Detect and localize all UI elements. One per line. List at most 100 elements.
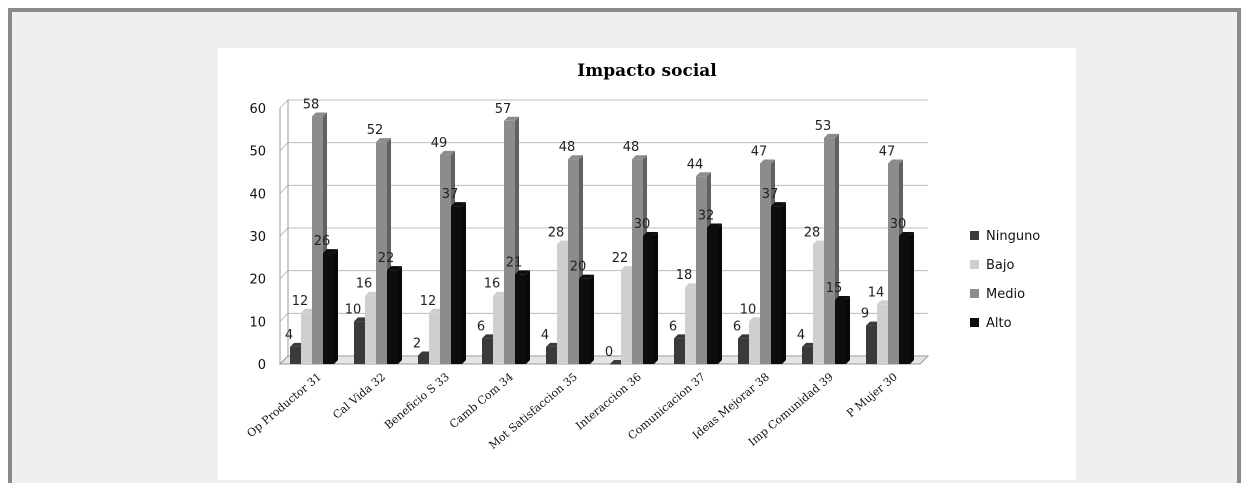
data-label: 37 [442,187,459,202]
y-tick-label: 40 [249,187,266,202]
bar-top [515,270,530,275]
gridline-side [279,227,289,237]
bar-bajo [813,244,824,364]
bar-top [835,296,850,300]
bar-alto [323,253,334,364]
legend-swatch-alto [970,318,979,327]
data-label: 53 [815,119,832,134]
legend-label: Medio [986,287,1025,302]
data-label: 57 [495,102,512,117]
data-label: 22 [378,251,395,266]
bar-alto [835,300,846,364]
bar-top [568,155,583,160]
bar-medio [312,116,323,365]
bar-bajo [301,312,312,364]
bar-bajo [365,295,376,364]
bar-top [707,223,722,228]
x-tick-label: Camb Com 34 [447,370,516,431]
x-tick-label: Op Productor 31 [244,370,324,440]
gridline-side [279,142,289,152]
bar-top [824,133,839,138]
bar-ninguno [802,346,813,364]
bar-alto [707,227,718,364]
legend-swatch-medio [970,289,979,298]
bar-top [440,150,455,155]
legend-label: Ninguno [986,229,1040,244]
bar-alto [387,270,398,364]
data-label: 48 [559,140,576,155]
bar-alto [899,236,910,364]
bar-ninguno [354,321,365,364]
x-tick-label: Interaccion 36 [573,370,644,432]
bar-ninguno [674,338,685,364]
legend-label: Alto [986,316,1012,331]
bar-top [760,159,775,164]
x-tick-label: Beneficio S 33 [382,370,452,432]
x-tick-label: Cal Vida 32 [330,370,388,421]
data-label: 32 [698,208,715,223]
bar-side [526,270,530,364]
data-label: 0 [605,345,613,360]
bar-top [643,232,658,236]
bar-side [910,232,914,364]
data-label: 44 [687,157,704,172]
bar-ninguno [482,338,493,364]
bar-top [387,266,402,271]
chart-title: Impacto social [577,61,717,81]
data-label: 26 [314,234,331,249]
bar-top [376,138,391,143]
data-label: 9 [861,307,869,322]
data-label: 52 [367,123,384,138]
gridline-side [279,99,289,109]
bar-top [579,274,594,279]
data-label: 16 [356,277,373,292]
bar-bajo [749,321,760,364]
bar-top [696,172,711,177]
bar-side [654,232,658,364]
bar-top [632,155,647,160]
data-label: 14 [868,285,885,300]
bar-top [899,232,914,236]
data-label: 49 [431,136,448,151]
data-label: 16 [484,277,501,292]
data-label: 48 [623,140,640,155]
bar-medio [376,142,387,364]
data-label: 2 [413,336,421,351]
bar-side [782,202,786,364]
data-label: 30 [634,217,651,232]
data-label: 20 [570,260,587,275]
data-label: 6 [477,319,485,334]
chart-panel: Impacto social 0 10 20 30 40 50 60 4 12 58 26 Op Pr… [218,48,1076,480]
bar-ninguno [738,338,749,364]
bar-bajo [877,304,888,364]
bar-medio [824,137,835,364]
bar-medio [760,163,771,364]
y-tick-label: 50 [249,145,266,160]
bar-ninguno [866,325,877,364]
bar-bajo [493,295,504,364]
bar-side [718,223,722,364]
data-label: 18 [676,268,693,283]
gridline-side [279,270,289,280]
y-tick-label: 30 [249,230,266,245]
data-label: 47 [879,144,896,159]
bar-alto [515,274,526,364]
y-tick-label: 20 [249,273,266,288]
data-label: 10 [345,302,362,317]
legend-swatch-ninguno [970,231,979,240]
bar-medio [568,159,579,364]
bar-ninguno [546,346,557,364]
legend: Ninguno Bajo Medio Alto [970,229,1040,331]
y-tick-label: 60 [249,102,266,117]
data-label: 47 [751,144,768,159]
data-label: 21 [506,255,523,270]
bar-alto [643,236,654,364]
bar-side [462,202,466,364]
gridline-side [279,312,289,322]
data-label: 58 [303,98,320,113]
bar-ninguno [290,346,301,364]
bar-side [846,296,850,364]
bar-bajo [429,312,440,364]
